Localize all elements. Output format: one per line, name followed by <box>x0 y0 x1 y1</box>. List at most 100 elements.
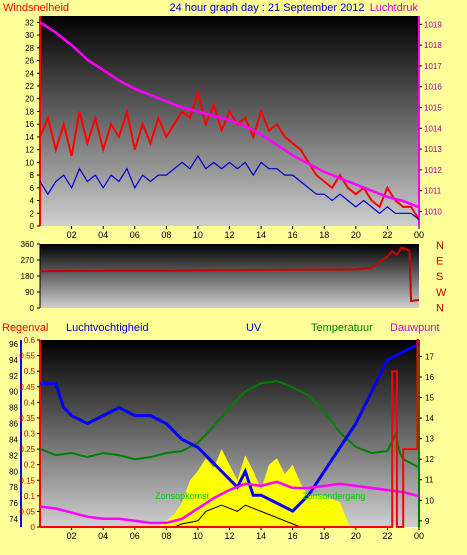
rain-tick-label: 0.25 <box>19 445 35 454</box>
x-tick-label: 12 <box>224 531 234 541</box>
humidity-tick-label: 80 <box>9 467 18 476</box>
humidity-tick-label: 96 <box>9 340 18 349</box>
direction-tick-label: 0 <box>30 304 35 313</box>
rain-tick-label: 0.05 <box>19 507 35 516</box>
temp-tick-label: 12 <box>425 455 434 464</box>
rain-tick-label: 0.1 <box>24 492 36 501</box>
direction-tick-label: 270 <box>21 256 35 265</box>
wind-tick-label: 24 <box>25 69 34 78</box>
wind-tick-label: 30 <box>25 31 34 40</box>
x-tick-label: 10 <box>193 230 203 240</box>
rain-tick-label: 0.6 <box>24 336 36 345</box>
pressure-tick-label: 1015 <box>424 103 442 112</box>
pressure-tick-label: 1016 <box>424 83 442 92</box>
uv-area <box>158 449 350 527</box>
humidity-tick-label: 86 <box>9 420 18 429</box>
rain-tick-label: 0 <box>31 523 36 532</box>
wind-tick-label: 4 <box>30 197 35 206</box>
legend-label: UV <box>246 322 262 334</box>
x-tick-label: 22 <box>382 230 392 240</box>
wind-axis-label: Windsnelheid <box>3 2 69 14</box>
temp-tick-label: 13 <box>425 435 434 444</box>
pressure-tick-label: 1010 <box>424 207 442 216</box>
pressure-tick-label: 1019 <box>424 20 442 29</box>
x-tick-label: 12 <box>224 230 234 240</box>
wind-tick-label: 32 <box>25 18 34 27</box>
humidity-tick-label: 78 <box>9 483 18 492</box>
x-tick-label: 02 <box>67 531 77 541</box>
compass-label: N <box>436 240 444 252</box>
sunshine-line <box>174 504 301 528</box>
x-tick-label: 20 <box>351 531 361 541</box>
compass-label: E <box>436 256 443 268</box>
wind-tick-label: 16 <box>25 120 34 129</box>
legend-label: Temperatuur <box>311 322 373 334</box>
humidity-tick-label: 94 <box>9 356 18 365</box>
dewpoint-line <box>39 480 420 525</box>
chart-header: Windsnelheid 24 hour graph day : 21 Sept… <box>3 2 418 14</box>
x-tick-label: 16 <box>288 531 298 541</box>
sunset-annotation: Zonsondergang <box>302 491 365 501</box>
compass-label: N <box>436 302 444 314</box>
humidity-tick-label: 84 <box>9 435 18 444</box>
temp-tick-label: 10 <box>425 496 434 505</box>
wind-tick-label: 28 <box>25 44 34 53</box>
x-tick-label: 20 <box>351 230 361 240</box>
weather-mix-panel: Regenval Luchtvochtigheid UV Temperatuur Dau… <box>2 322 440 541</box>
pressure-tick-label: 1011 <box>424 187 442 196</box>
x-tick-label: 02 <box>67 230 77 240</box>
humidity-tick-label: 76 <box>9 499 18 508</box>
humidity-tick-label: 82 <box>9 451 18 460</box>
wind-tick-label: 18 <box>25 107 34 116</box>
pressure-tick-label: 1014 <box>424 124 442 133</box>
pressure-tick-label: 1018 <box>424 41 442 50</box>
legend-label: Luchtvochtigheid <box>66 322 149 334</box>
x-tick-label: 04 <box>98 531 108 541</box>
x-tick-label: 08 <box>161 230 171 240</box>
x-tick-label: 00 <box>414 230 424 240</box>
x-tick-label: 10 <box>193 531 203 541</box>
chart-title: 24 hour graph day : 21 September 2012 <box>169 2 364 14</box>
direction-tick-label: 90 <box>25 288 34 297</box>
pressure-tick-label: 1013 <box>424 145 442 154</box>
wind-pressure-panel: 0246810121416182022242628303210101011101… <box>25 16 442 240</box>
temp-tick-label: 9 <box>425 517 430 526</box>
wind-tick-label: 2 <box>30 209 35 218</box>
rain-tick-label: 0.45 <box>19 383 35 392</box>
direction-tick-label: 360 <box>21 240 35 249</box>
rain-tick-label: 0.35 <box>19 414 35 423</box>
humidity-tick-label: 88 <box>9 404 18 413</box>
compass-label: W <box>436 287 447 299</box>
wind-tick-label: 26 <box>25 57 34 66</box>
temperature-line <box>39 380 420 469</box>
rain-tick-label: 0.5 <box>24 367 36 376</box>
temp-tick-label: 11 <box>425 476 434 485</box>
x-tick-label: 06 <box>130 230 140 240</box>
x-tick-label: 14 <box>256 230 266 240</box>
pressure-line <box>39 21 420 209</box>
rain-tick-label: 0.15 <box>19 476 35 485</box>
direction-plot-area <box>40 244 419 308</box>
compass-label: S <box>436 271 443 283</box>
x-tick-label: 16 <box>288 230 298 240</box>
rain-tick-label: 0.55 <box>19 352 35 361</box>
rain-tick-label: 0.4 <box>24 398 36 407</box>
wind-speed-line <box>39 88 420 221</box>
wind-tick-label: 12 <box>25 146 34 155</box>
sunrise-annotation: Zonsopkomst <box>155 491 210 501</box>
rain-tick-label: 0.3 <box>24 430 36 439</box>
x-tick-label: 04 <box>98 230 108 240</box>
x-tick-label: 18 <box>319 531 329 541</box>
wind-tick-label: 14 <box>25 133 34 142</box>
wind-tick-label: 22 <box>25 82 34 91</box>
temp-tick-label: 15 <box>425 394 434 403</box>
x-tick-label: 06 <box>130 531 140 541</box>
temp-tick-label: 14 <box>425 414 434 423</box>
wind-gust-line <box>39 154 420 221</box>
temp-tick-label: 17 <box>425 352 434 361</box>
pressure-axis-label: Luchtdruk <box>370 2 419 14</box>
wind-tick-label: 0 <box>30 222 35 231</box>
direction-tick-label: 180 <box>21 272 35 281</box>
